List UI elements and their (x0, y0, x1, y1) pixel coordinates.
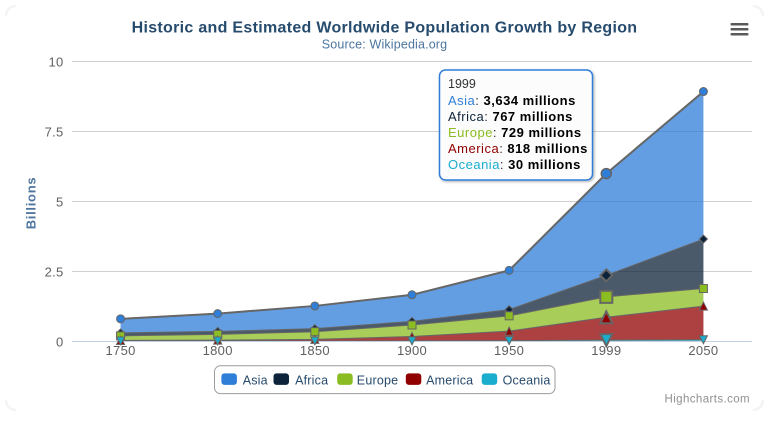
svg-text:10: 10 (49, 55, 64, 70)
svg-text:Africa: 767 millions: Africa: 767 millions (448, 109, 573, 124)
svg-text:1999: 1999 (591, 343, 621, 358)
svg-text:Europe: Europe (357, 374, 399, 388)
svg-text:0: 0 (56, 335, 63, 350)
svg-text:Billions: Billions (24, 177, 39, 230)
svg-text:1900: 1900 (397, 343, 427, 358)
svg-text:Oceania: 30 millions: Oceania: 30 millions (448, 157, 581, 172)
svg-text:1800: 1800 (203, 343, 233, 358)
svg-text:America: 818 millions: America: 818 millions (448, 141, 588, 156)
svg-text:1750: 1750 (106, 343, 136, 358)
svg-text:2050: 2050 (688, 343, 718, 358)
svg-text:Asia: Asia (243, 374, 268, 388)
svg-text:1950: 1950 (494, 343, 524, 358)
svg-text:Highcharts.com: Highcharts.com (665, 394, 751, 406)
svg-text:Africa: Africa (295, 374, 328, 388)
svg-text:2.5: 2.5 (45, 265, 64, 280)
svg-text:1850: 1850 (300, 343, 330, 358)
svg-text:5: 5 (56, 195, 63, 210)
svg-text:Europe: 729 millions: Europe: 729 millions (448, 125, 582, 140)
svg-text:Oceania: Oceania (503, 374, 551, 388)
svg-text:1999: 1999 (448, 77, 476, 91)
svg-text:America: America (426, 374, 473, 388)
svg-text:Source: Wikipedia.org: Source: Wikipedia.org (322, 38, 447, 52)
svg-text:Asia: 3,634 millions: Asia: 3,634 millions (448, 93, 576, 108)
svg-text:Historic and Estimated Worldwi: Historic and Estimated Worldwide Populat… (132, 20, 638, 37)
svg-text:7.5: 7.5 (45, 125, 64, 140)
